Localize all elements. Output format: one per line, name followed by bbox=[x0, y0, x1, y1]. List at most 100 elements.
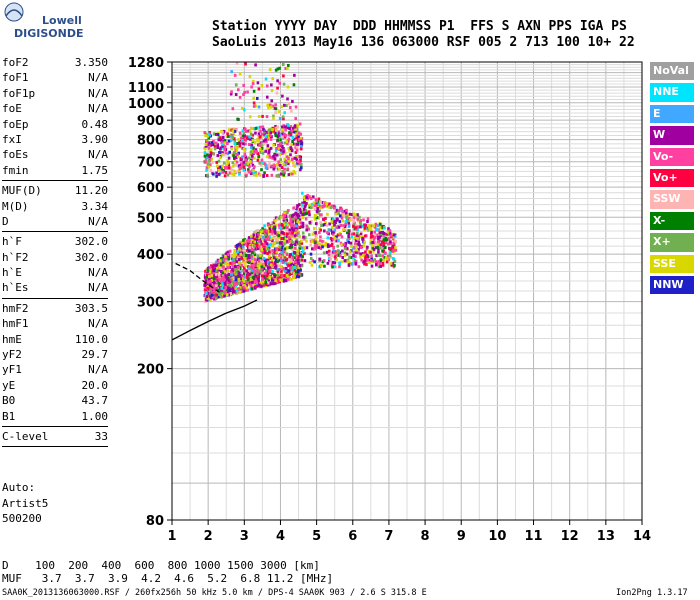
echo-point bbox=[386, 242, 390, 246]
echo-point bbox=[206, 162, 210, 166]
echo-point bbox=[289, 266, 292, 270]
echo-point bbox=[258, 161, 261, 165]
echo-point bbox=[280, 105, 284, 109]
echo-point bbox=[251, 139, 255, 143]
x-tick-label: 9 bbox=[457, 529, 466, 544]
echo-point bbox=[309, 243, 313, 247]
param-value: N/A bbox=[88, 102, 108, 116]
param-name: h`F2 bbox=[2, 250, 29, 264]
echo-point bbox=[284, 163, 287, 167]
echo-point bbox=[388, 247, 392, 251]
echo-point bbox=[261, 260, 265, 264]
echo-point bbox=[218, 277, 221, 281]
echo-point bbox=[239, 285, 243, 289]
echo-point bbox=[289, 153, 292, 157]
x-tick-label: 4 bbox=[276, 529, 285, 544]
echo-point bbox=[280, 150, 284, 154]
echo-point bbox=[206, 286, 210, 290]
echo-point bbox=[222, 129, 226, 133]
echo-point bbox=[212, 276, 216, 280]
echo-point bbox=[296, 225, 300, 229]
echo-point bbox=[269, 131, 272, 135]
echo-point bbox=[236, 142, 239, 146]
echo-point bbox=[271, 156, 275, 160]
echo-point bbox=[238, 250, 241, 254]
echo-point bbox=[299, 136, 303, 140]
echo-point bbox=[274, 219, 277, 223]
echo-point bbox=[253, 253, 257, 257]
echo-point bbox=[232, 127, 236, 131]
echo-point bbox=[388, 231, 392, 235]
echo-point bbox=[244, 279, 248, 283]
echo-point bbox=[227, 156, 231, 160]
echo-point bbox=[243, 267, 246, 271]
echo-point bbox=[285, 246, 289, 250]
echo-point bbox=[215, 260, 218, 264]
echo-point bbox=[371, 246, 375, 250]
echo-point bbox=[297, 266, 301, 270]
echo-point bbox=[285, 253, 289, 257]
echo-point bbox=[298, 234, 301, 238]
echo-point bbox=[232, 261, 236, 265]
echo-point bbox=[347, 224, 351, 228]
echo-point bbox=[295, 233, 298, 237]
echo-point bbox=[233, 289, 236, 293]
echo-point bbox=[228, 249, 232, 253]
echo-point bbox=[269, 233, 272, 237]
echo-point bbox=[292, 156, 295, 160]
echo-point bbox=[272, 167, 276, 171]
echo-point bbox=[304, 208, 308, 212]
echo-point bbox=[301, 250, 305, 254]
echo-point bbox=[248, 74, 252, 78]
echo-point bbox=[333, 228, 337, 232]
echo-point bbox=[354, 242, 357, 246]
echo-point bbox=[214, 272, 218, 276]
echo-point bbox=[291, 140, 294, 144]
echo-point bbox=[252, 104, 256, 108]
echo-point bbox=[392, 241, 395, 245]
echo-point bbox=[319, 200, 322, 204]
echo-point bbox=[250, 146, 253, 150]
echo-point bbox=[242, 147, 246, 151]
echo-point bbox=[294, 224, 298, 228]
echo-point bbox=[333, 237, 337, 241]
echo-point bbox=[275, 250, 279, 254]
echo-point bbox=[290, 277, 293, 281]
echo-point bbox=[207, 132, 211, 136]
echo-point bbox=[277, 223, 281, 227]
echo-point bbox=[286, 97, 289, 101]
echo-point bbox=[209, 163, 212, 167]
param-row: C-level 33 bbox=[2, 429, 108, 444]
echo-point bbox=[283, 171, 286, 175]
echo-point bbox=[333, 219, 337, 223]
echo-point bbox=[311, 258, 315, 262]
echo-point bbox=[234, 93, 238, 97]
echo-point bbox=[333, 265, 336, 269]
echo-point bbox=[273, 273, 276, 277]
echo-point bbox=[241, 138, 244, 142]
echo-point bbox=[227, 163, 231, 167]
electron-density-profile-line bbox=[171, 299, 258, 341]
echo-point bbox=[204, 142, 208, 146]
echo-point bbox=[323, 202, 327, 206]
echo-point bbox=[239, 157, 243, 161]
echo-point bbox=[225, 163, 228, 167]
echo-point bbox=[243, 153, 247, 157]
echo-point bbox=[212, 284, 216, 288]
echo-point bbox=[274, 131, 277, 135]
echo-point bbox=[304, 195, 308, 199]
echo-point bbox=[289, 222, 293, 226]
echo-point bbox=[282, 124, 286, 128]
footer-version: Ion2Png 1.3.17 bbox=[616, 588, 688, 598]
echo-point bbox=[379, 234, 382, 238]
echo-point bbox=[319, 247, 323, 251]
echo-point bbox=[237, 260, 241, 264]
echo-point bbox=[340, 216, 344, 220]
echo-point bbox=[298, 258, 302, 262]
echo-point bbox=[256, 158, 260, 162]
echo-point bbox=[250, 234, 253, 238]
echo-point bbox=[242, 272, 246, 276]
echo-point bbox=[278, 258, 282, 262]
echo-point bbox=[295, 132, 298, 136]
echo-point bbox=[237, 258, 241, 262]
